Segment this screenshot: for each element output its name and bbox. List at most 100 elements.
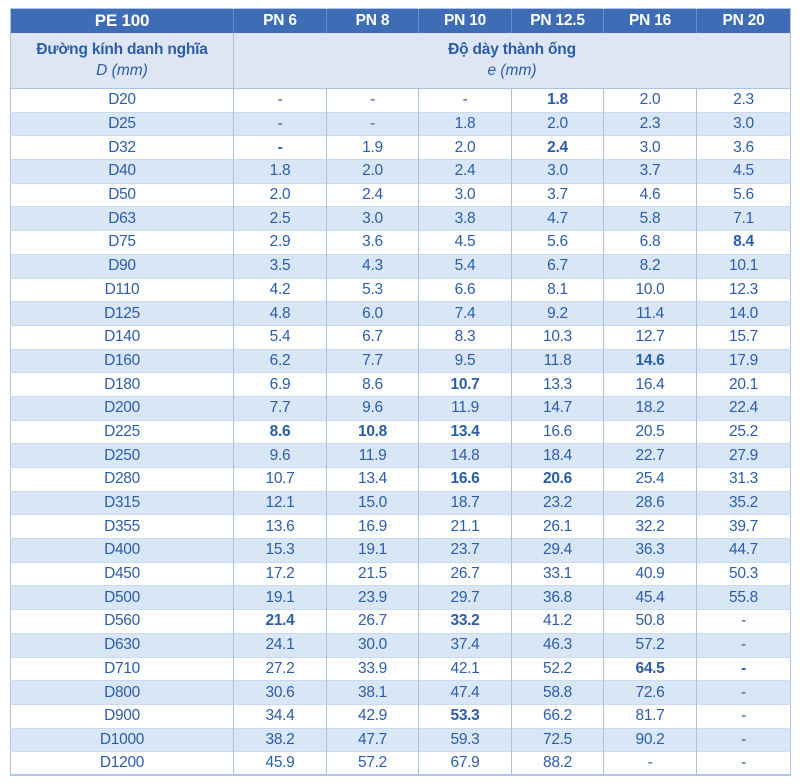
table-row: D20- - -1.8 2.0 2.3 [10,88,791,113]
value-cell: 45.9 [233,751,327,776]
value-cell: 3.8 [418,206,512,231]
value-cell: 13.6 [233,514,327,539]
value-cell: 2.4 [326,182,419,207]
value-cell: 3.0 [603,135,697,160]
value-cell: 34.4 [233,703,327,729]
value-cell: 3.6 [696,135,791,160]
value-cell: 67.9 [418,751,512,776]
wall-thickness-header-unit: e (mm) [487,61,537,79]
value-cell: 10.8 [326,419,419,444]
value-cell: 90.2 [603,727,697,752]
diameter-cell: D400 [10,538,234,563]
value-cell: 46.3 [511,632,604,657]
value-cell: 29.7 [418,585,512,610]
value-cell: 9.6 [233,443,327,468]
value-cell: 35.2 [696,490,791,515]
value-cell: - [696,703,791,729]
table-row: D160 6.2 7.7 9.5 11.8 14.6 17.9 [10,348,791,373]
value-cell: - [696,609,791,634]
value-cell: 2.4 [418,159,512,184]
value-cell: 10.1 [696,253,791,278]
value-cell: 6.8 [603,230,697,255]
value-cell: 25.2 [696,419,791,444]
value-cell: 9.6 [326,395,419,421]
value-cell: 72.5 [511,727,604,752]
value-cell: 66.2 [511,703,604,729]
diameter-cell: D140 [10,324,234,350]
diameter-cell: D315 [10,490,234,515]
diameter-cell: D1200 [10,751,234,776]
table-row: D125 4.8 6.0 7.4 9.2 11.4 14.0 [10,301,791,326]
value-cell: 36.3 [603,538,697,563]
value-cell: 2.4 [511,135,604,160]
table-row: D315 12.1 15.0 18.7 23.2 28.6 35.2 [10,490,791,515]
value-cell: 33.9 [326,656,419,681]
value-cell: 13.3 [511,372,604,397]
table-row: D110 4.2 5.3 6.6 8.1 10.0 12.3 [10,277,791,302]
table-row: D355 13.6 16.9 21.1 26.1 32.2 39.7 [10,514,791,539]
table-title: PE 100 [10,8,234,33]
value-cell: 13.4 [418,419,512,444]
value-cell: 16.6 [511,419,604,444]
value-cell: 38.2 [233,727,327,752]
value-cell: 1.9 [326,135,419,160]
value-cell: 4.3 [326,253,419,278]
value-cell: 15.0 [326,490,419,515]
value-cell: 26.1 [511,514,604,539]
diameter-cell: D1000 [10,727,234,752]
value-cell: 38.1 [326,680,419,705]
value-cell: 50.8 [603,609,697,634]
value-cell: 41.2 [511,609,604,634]
value-cell: 3.0 [326,206,419,231]
value-cell: 2.3 [696,88,791,113]
table-row: D75 2.9 3.6 4.5 5.6 6.8 8.4 [10,230,791,255]
pn6-column-header: PN 6 [233,8,327,33]
diameter-cell: D63 [10,206,234,231]
value-cell: - [696,727,791,752]
table-row: D710 27.2 33.9 42.1 52.2 64.5- [10,656,791,681]
value-cell: 2.0 [326,159,419,184]
value-cell: 50.3 [696,561,791,586]
value-cell: 6.7 [511,253,604,278]
value-cell: 6.6 [418,277,512,302]
diameter-cell: D160 [10,348,234,373]
table-row: D900 34.4 42.9 53.3 66.2 81.7- [10,703,791,729]
diameter-cell: D800 [10,680,234,705]
diameter-cell: D630 [10,632,234,657]
value-cell: 5.6 [511,230,604,255]
value-cell: 17.2 [233,561,327,586]
diameter-cell: D50 [10,182,234,207]
diameter-cell: D180 [10,372,234,397]
value-cell: 18.4 [511,443,604,468]
value-cell: 26.7 [326,609,419,634]
value-cell: 5.8 [603,206,697,231]
diameter-cell: D500 [10,585,234,610]
value-cell: 10.7 [233,467,327,492]
value-cell: 16.4 [603,372,697,397]
value-cell: 22.7 [603,443,697,468]
value-cell: 6.7 [326,324,419,350]
wall-thickness-header: Độ dày thành ống e (mm) [233,32,791,89]
value-cell: 2.5 [233,206,327,231]
table-row: D280 10.7 13.4 16.6 20.6 25.4 31.3 [10,467,791,492]
value-cell: 18.7 [418,490,512,515]
table-row: D630 24.1 30.0 37.4 46.3 57.2- [10,632,791,657]
value-cell: 8.1 [511,277,604,302]
value-cell: 25.4 [603,467,697,492]
value-cell: 11.9 [326,443,419,468]
value-cell: 17.9 [696,348,791,373]
value-cell: 28.6 [603,490,697,515]
diameter-cell: D710 [10,656,234,681]
table-row: D140 5.4 6.7 8.3 10.3 12.7 15.7 [10,324,791,350]
value-cell: 11.4 [603,301,697,326]
table-row: D90 3.5 4.3 5.4 6.7 8.2 10.1 [10,253,791,278]
value-cell: 16.6 [418,467,512,492]
value-cell: 27.9 [696,443,791,468]
value-cell: 2.0 [233,182,327,207]
value-cell: 53.3 [418,703,512,729]
value-cell: 7.7 [326,348,419,373]
value-cell: 9.5 [418,348,512,373]
diameter-cell: D900 [10,703,234,729]
diameter-cell: D560 [10,609,234,634]
value-cell: - [326,111,419,136]
